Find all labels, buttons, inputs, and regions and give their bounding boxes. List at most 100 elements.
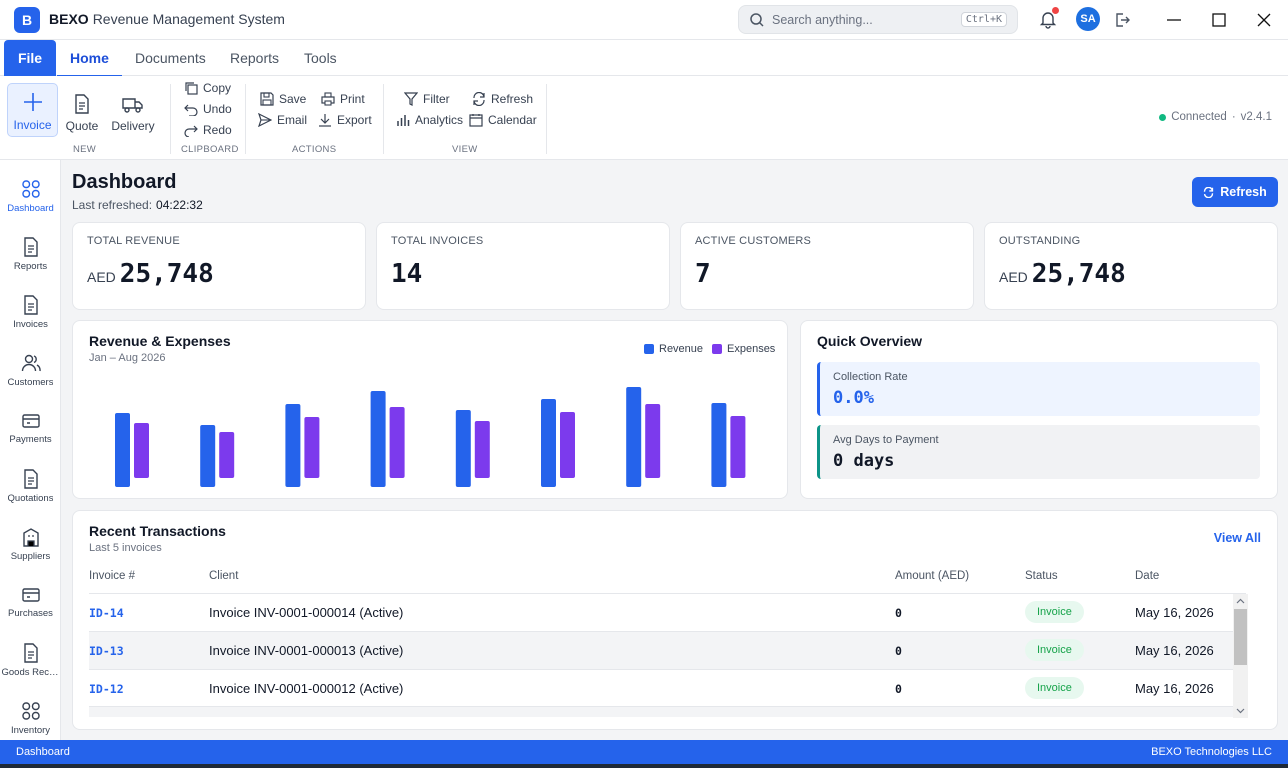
column-header-date[interactable]: Date	[1135, 570, 1160, 582]
chart-subtitle: Jan – Aug 2026	[89, 352, 166, 364]
grid-icon	[21, 179, 40, 198]
ribbon-divider	[245, 84, 246, 154]
legend-label: Revenue	[659, 343, 704, 355]
sidebar-item-dashboard[interactable]: Dashboard	[0, 170, 61, 222]
new-invoice-label: Invoice	[13, 118, 52, 132]
table-row[interactable]: ID-13 Invoice INV-0001-000013 (Active) 0…	[89, 631, 1246, 669]
download-icon	[319, 114, 331, 127]
avg-days-box: Avg Days to Payment 0 days	[817, 425, 1260, 479]
table-row[interactable]: ID-14 Invoice INV-0001-000014 (Active) 0…	[89, 593, 1246, 631]
new-quote-button[interactable]: Quote	[64, 83, 100, 137]
document-icon	[23, 236, 38, 257]
bar-chart-icon	[397, 115, 410, 126]
kpi-label: TOTAL REVENUE	[87, 235, 180, 247]
sidebar-item-invoices[interactable]: Invoices	[0, 286, 61, 338]
document-icon	[23, 294, 38, 315]
menu-bar: File Home Documents Reports Tools	[0, 40, 1288, 77]
print-icon	[321, 92, 335, 106]
sidebar-label: Customers	[7, 376, 54, 388]
new-invoice-button[interactable]: Invoice	[7, 83, 58, 137]
new-delivery-button[interactable]: Delivery	[110, 83, 156, 137]
ribbon-divider	[383, 84, 384, 154]
status-badge: Invoice	[1025, 639, 1084, 661]
sidebar-item-quotations[interactable]: Quotations	[0, 460, 61, 512]
tab-home[interactable]: Home	[57, 40, 122, 77]
last-refreshed-label: Last refreshed:	[72, 198, 153, 212]
export-button[interactable]: Export	[318, 111, 372, 129]
tab-tools[interactable]: Tools	[304, 50, 337, 66]
status-bar: Dashboard BEXO Technologies LLC	[0, 740, 1288, 764]
sidebar-item-inventory[interactable]: Inventory	[0, 692, 61, 744]
save-label: Save	[279, 92, 307, 106]
copy-label: Copy	[203, 81, 232, 95]
invoice-id-link[interactable]: ID-14	[89, 606, 124, 620]
tab-reports[interactable]: Reports	[230, 50, 280, 66]
sidebar-label: Suppliers	[10, 550, 51, 562]
sidebar-item-goods-received[interactable]: Goods Received	[0, 634, 61, 686]
kpi-number: 7	[695, 259, 711, 289]
avatar[interactable]: SA	[1076, 7, 1100, 31]
avg-days-label: Avg Days to Payment	[833, 434, 939, 446]
view-all-link[interactable]: View All	[1213, 531, 1261, 545]
bar-expenses-jul	[645, 404, 661, 478]
close-icon[interactable]	[1256, 12, 1272, 28]
search-shortcut: Ctrl+K	[960, 12, 1007, 27]
sidebar-item-payments[interactable]: Payments	[0, 402, 61, 454]
table-row[interactable]: ID-12 Invoice INV-0001-000012 (Active) 0…	[89, 669, 1246, 707]
column-header-status[interactable]: Status	[1025, 570, 1058, 582]
search-input[interactable]: Search anything...	[772, 13, 873, 27]
invoice-id-link[interactable]: ID-13	[89, 644, 124, 658]
print-button[interactable]: Print	[321, 90, 365, 108]
avg-days-value: 0 days	[833, 451, 895, 471]
sidebar-label: Reports	[13, 260, 48, 272]
undo-button[interactable]: Undo	[184, 100, 232, 118]
maximize-icon[interactable]	[1211, 12, 1227, 28]
column-header-amount[interactable]: Amount (AED)	[895, 570, 970, 582]
filter-button[interactable]: Filter	[404, 90, 450, 108]
transactions-subtitle: Last 5 invoices	[89, 542, 162, 554]
legend-revenue: Revenue	[644, 343, 703, 355]
undo-icon	[184, 104, 198, 116]
redo-button[interactable]: Redo	[184, 121, 232, 139]
truck-icon	[122, 98, 143, 113]
client-cell: Invoice INV-0001-000012 (Active)	[209, 681, 404, 696]
analytics-button[interactable]: Analytics	[396, 111, 463, 129]
overview-title: Quick Overview	[817, 333, 923, 349]
ribbon-refresh-label: Refresh	[491, 92, 534, 106]
bar-revenue-jan	[115, 413, 130, 487]
sidebar-item-customers[interactable]: Customers	[0, 344, 61, 396]
table-scrollbar[interactable]	[1233, 594, 1248, 718]
save-button[interactable]: Save	[260, 90, 306, 108]
send-icon	[258, 113, 272, 127]
ribbon-refresh-button[interactable]: Refresh	[472, 90, 533, 108]
column-header-client[interactable]: Client	[209, 570, 239, 582]
sidebar-item-suppliers[interactable]: Suppliers	[0, 518, 61, 570]
calendar-button[interactable]: Calendar	[469, 111, 537, 129]
sidebar: Dashboard Reports Invoices Customers Pay…	[0, 160, 61, 740]
sidebar-item-purchases[interactable]: Purchases	[0, 576, 61, 628]
grid-icon	[21, 701, 40, 720]
email-button[interactable]: Email	[258, 111, 307, 129]
connection-status: Connected · v2.4.1	[1159, 111, 1272, 123]
sidebar-item-reports[interactable]: Reports	[0, 228, 61, 280]
analytics-label: Analytics	[415, 113, 464, 127]
title-bar: B BEXO Revenue Management System Search a…	[0, 0, 1288, 40]
invoice-id-link[interactable]: ID-12	[89, 682, 124, 696]
bell-icon[interactable]	[1038, 9, 1058, 29]
client-cell: Invoice INV-0001-000013 (Active)	[209, 643, 404, 658]
transactions-title: Recent Transactions	[89, 523, 226, 539]
bar-revenue-jul	[626, 387, 642, 487]
minimize-icon[interactable]	[1166, 12, 1182, 28]
tab-documents[interactable]: Documents	[135, 50, 206, 66]
logout-icon[interactable]	[1112, 10, 1132, 30]
column-header-invoice[interactable]: Invoice #	[89, 570, 136, 582]
group-label-actions: ACTIONS	[292, 144, 337, 155]
file-menu-button[interactable]: File	[4, 40, 56, 76]
sidebar-label: Invoices	[13, 318, 48, 330]
search-box[interactable]: Search anything... Ctrl+K	[738, 5, 1018, 34]
refresh-button[interactable]: Refresh	[1192, 177, 1278, 207]
copy-button[interactable]: Copy	[184, 79, 231, 97]
kpi-value: 7	[695, 259, 711, 289]
brand-subtitle: Revenue Management System	[92, 11, 285, 27]
amount-cell: 0	[895, 644, 902, 658]
